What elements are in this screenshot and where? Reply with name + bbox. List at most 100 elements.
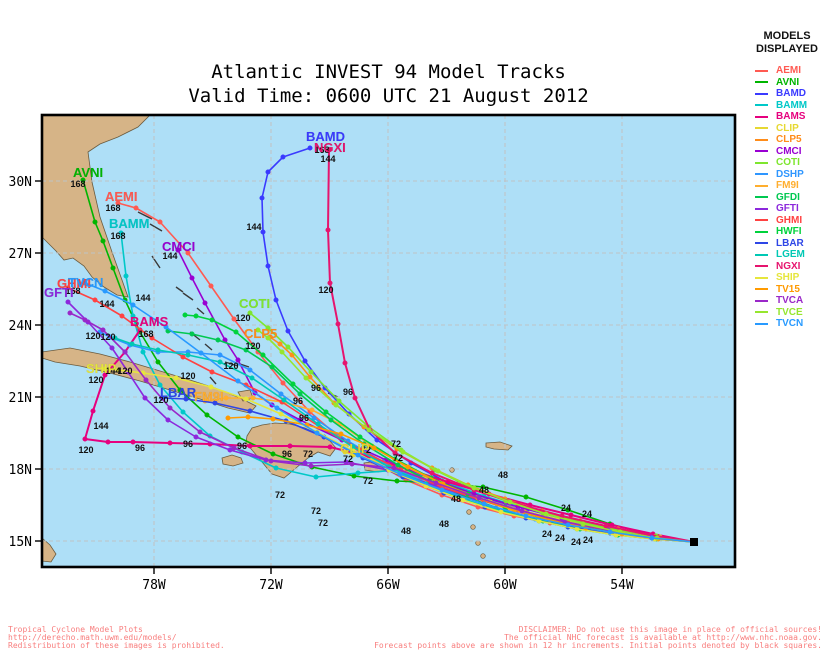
track-TVCN [82, 280, 695, 543]
hour-label: 144 [320, 154, 335, 164]
forecast-point [394, 478, 400, 484]
forecast-point [100, 327, 106, 333]
forecast-point [235, 378, 241, 384]
legend-label: GFDI [776, 191, 800, 203]
forecast-point [336, 398, 342, 404]
forecast-point [209, 369, 215, 375]
forecast-point [129, 341, 135, 347]
forecast-point [204, 412, 210, 418]
forecast-point [603, 523, 609, 529]
models-legend: MODELS DISPLAYED AEMI AVNI BAMD BAMM BAMS CLI… [746, 30, 828, 330]
hour-label: 72 [343, 454, 353, 464]
forecast-point [355, 470, 361, 476]
forecast-point [371, 445, 377, 451]
forecast-point [357, 434, 363, 440]
forecast-point [397, 471, 403, 477]
forecast-point [119, 313, 125, 319]
forecast-point [185, 250, 191, 256]
model-label-BAMM: BAMM [109, 216, 149, 231]
legend-dash-icon [755, 311, 768, 314]
forecast-point [249, 375, 255, 381]
plot-subtitle: Valid Time: 0600 UTC 21 August 2012 [188, 85, 589, 107]
legend-dash-icon [755, 265, 768, 268]
forecast-point [327, 280, 333, 286]
forecast-point [523, 513, 529, 519]
hour-label: 96 [135, 443, 145, 453]
hour-label: 120 [88, 375, 103, 385]
forecast-point [155, 347, 161, 353]
legend-dash-icon [755, 104, 768, 107]
forecast-point [265, 335, 271, 341]
hour-label: 120 [78, 445, 93, 455]
forecast-point [568, 512, 574, 518]
legend-dash-icon [755, 115, 768, 118]
forecast-point [278, 391, 284, 397]
plot-title-block: Atlantic INVEST 94 Model Tracks Valid Ti… [42, 60, 735, 108]
forecast-point [285, 344, 291, 350]
legend-item-NGXI: NGXI [746, 261, 828, 273]
forecast-point [543, 511, 549, 517]
legend-item-GHMI: GHMI [746, 215, 828, 227]
forecast-point [580, 521, 586, 527]
island-dash [204, 343, 213, 351]
forecast-point [302, 358, 308, 364]
forecast-point [433, 480, 439, 486]
hour-label: 120 [117, 366, 132, 376]
forecast-point [308, 463, 314, 469]
hour-label: 120 [318, 285, 333, 295]
hour-label: 96 [183, 439, 193, 449]
forecast-point [233, 329, 239, 335]
forecast-point [355, 452, 361, 458]
forecast-point [133, 205, 139, 211]
legend-dash-icon [755, 207, 768, 210]
forecast-point [280, 380, 286, 386]
legend-item-AVNI: AVNI [746, 77, 828, 89]
hour-label: 96 [299, 413, 309, 423]
forecast-point [208, 283, 214, 289]
forecast-point [183, 396, 189, 402]
forecast-point [189, 275, 195, 281]
forecast-point [67, 310, 73, 316]
legend-item-COTI: COTI [746, 157, 828, 169]
map-frame [40, 113, 737, 569]
model-label-BAMD: BAMD [306, 129, 345, 144]
forecast-point [217, 352, 223, 358]
island-dash [175, 286, 184, 293]
legend-label: TVCA [776, 295, 804, 307]
island-dash [239, 363, 250, 368]
hour-label: 24 [583, 535, 593, 545]
forecast-point [481, 501, 487, 507]
hour-label: 144 [162, 251, 177, 261]
forecast-point [123, 273, 129, 279]
hour-label: 168 [314, 145, 329, 155]
hour-label: 120 [245, 341, 260, 351]
forecast-point [118, 230, 124, 236]
forecast-point [130, 313, 136, 319]
forecast-point [167, 440, 173, 446]
legend-label: AVNI [776, 76, 800, 88]
model-label-FM9I: FM9I [194, 389, 224, 404]
hour-label: 144 [246, 222, 261, 232]
forecast-point [198, 350, 204, 356]
legend-label: CLIP [776, 122, 799, 134]
legend-item-SHIP: SHIP [746, 272, 828, 284]
forecast-point [177, 387, 183, 393]
hour-label: 72 [303, 449, 313, 459]
forecast-point [102, 366, 108, 372]
forecast-point [274, 405, 280, 411]
hour-label: 144 [93, 421, 108, 431]
forecast-point [231, 316, 237, 322]
forecast-point [285, 328, 291, 334]
hour-label: 144 [135, 293, 150, 303]
legend-item-LBAR: LBAR [746, 238, 828, 250]
island-dash [224, 361, 239, 367]
legend-label: DSHP [776, 168, 804, 180]
island-dash [209, 376, 217, 385]
forecast-point [335, 321, 341, 327]
lat-tick-label: 18N [9, 463, 32, 478]
legend-item-BAMS: BAMS [746, 111, 828, 123]
legend-dash-icon [755, 253, 768, 256]
forecast-point [323, 409, 329, 415]
forecast-point [250, 395, 256, 401]
